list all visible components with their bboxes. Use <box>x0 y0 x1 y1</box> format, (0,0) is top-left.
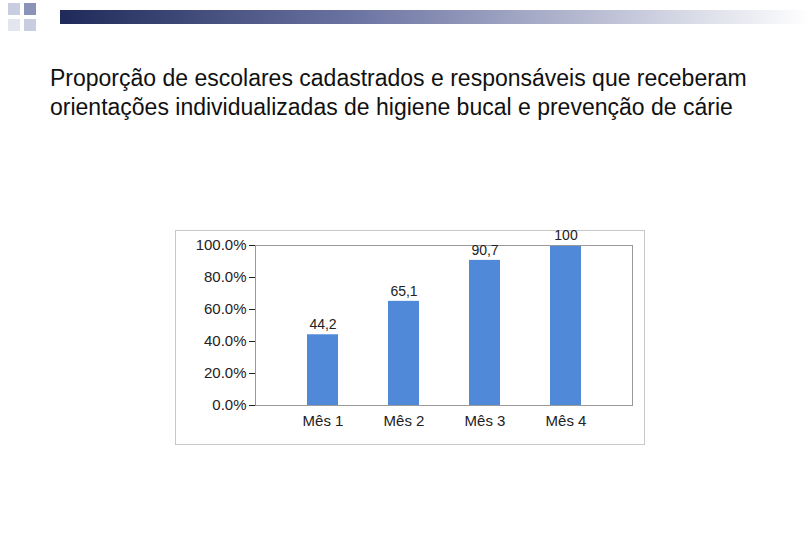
svg-text:Mês 2: Mês 2 <box>384 412 425 429</box>
svg-text:Mês 1: Mês 1 <box>303 412 344 429</box>
svg-text:Mês 3: Mês 3 <box>465 412 506 429</box>
svg-text:65,1: 65,1 <box>390 283 417 299</box>
svg-text:90,7: 90,7 <box>471 242 498 258</box>
svg-text:20.0%: 20.0% <box>204 364 247 381</box>
svg-text:80.0%: 80.0% <box>204 268 247 285</box>
svg-text:0.0%: 0.0% <box>212 396 246 413</box>
svg-text:100.0%: 100.0% <box>196 236 247 253</box>
svg-text:60.0%: 60.0% <box>204 300 247 317</box>
svg-text:40.0%: 40.0% <box>204 332 247 349</box>
svg-text:100: 100 <box>554 230 578 243</box>
html-text:Proporção de escolares cadastr: Proporção de escolares cadastrados e res… <box>50 65 747 120</box>
svg-text:Mês 4: Mês 4 <box>546 412 587 429</box>
svg-text:44,2: 44,2 <box>309 316 336 332</box>
